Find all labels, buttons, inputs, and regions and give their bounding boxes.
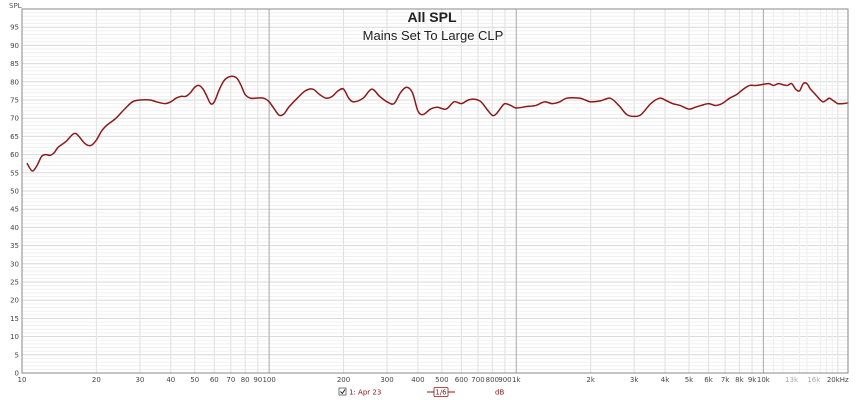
- x-tick-label: 300: [380, 376, 393, 384]
- x-tick-label: 6k: [704, 376, 713, 384]
- x-tick-label: 20kHz: [827, 376, 849, 384]
- x-tick-label: 4k: [661, 376, 670, 384]
- y-tick-label: 30: [10, 260, 19, 268]
- x-tick-label: 50: [190, 376, 199, 384]
- y-tick-label: 15: [10, 315, 19, 323]
- x-tick-label: 5k: [685, 376, 694, 384]
- legend: 1: Apr 23 1/6 dB: [338, 387, 504, 397]
- x-tick-label: 10: [18, 376, 27, 384]
- x-tick-label: 10k: [757, 376, 771, 384]
- smoothing-button[interactable]: [433, 387, 449, 397]
- x-tick-label: 60: [210, 376, 219, 384]
- x-tick-label: 9k: [748, 376, 757, 384]
- y-tick-label: 80: [10, 78, 19, 86]
- unit-label: dB: [495, 389, 504, 397]
- y-tick-label: 45: [10, 206, 19, 214]
- x-tick-label: 30: [135, 376, 144, 384]
- y-tick-label: 20: [10, 297, 19, 305]
- x-tick-label: 7k: [721, 376, 730, 384]
- x-tick-label: 100: [262, 376, 275, 384]
- x-tick-label: 500: [435, 376, 448, 384]
- x-tick-label: 400: [411, 376, 424, 384]
- legend-checkbox[interactable]: [338, 387, 347, 396]
- x-tick-label: 200: [337, 376, 350, 384]
- x-tick-label: 3k: [630, 376, 639, 384]
- y-tick-label: 95: [10, 24, 19, 32]
- x-tick-label: 90: [253, 376, 262, 384]
- smoothing-label: 1/6: [435, 389, 447, 397]
- checkmark-icon: [340, 389, 346, 395]
- y-tick-label: 70: [10, 115, 19, 123]
- y-tick-label: 25: [10, 279, 19, 287]
- x-tick-label: 2k: [586, 376, 595, 384]
- x-tick-label: 16k: [807, 376, 821, 384]
- y-tick-label: 5: [15, 351, 19, 359]
- x-tick-label: 70: [226, 376, 235, 384]
- series-line: [26, 75, 849, 172]
- y-tick-label: 65: [10, 133, 19, 141]
- y-tick-label: 0: [15, 370, 19, 378]
- y-tick-label: 85: [10, 60, 19, 68]
- y-tick-label: 60: [10, 151, 19, 159]
- y-tick-label: 40: [10, 224, 19, 232]
- chart-subtitle: Mains Set To Large CLP: [363, 28, 504, 43]
- y-axis-label: SPL: [9, 2, 22, 10]
- x-tick-label: 80: [241, 376, 250, 384]
- legend-entry-label: 1: Apr 23: [349, 389, 381, 397]
- y-tick-label: 35: [10, 242, 19, 250]
- y-tick-label: 75: [10, 97, 19, 105]
- y-tick-label: 55: [10, 169, 19, 177]
- chart-title: All SPL: [407, 9, 456, 25]
- x-tick-label: 13k: [785, 376, 799, 384]
- x-tick-label: 40: [166, 376, 175, 384]
- x-tick-label: 600: [455, 376, 468, 384]
- y-tick-label: 10: [10, 333, 19, 341]
- x-tick-label: 8k: [735, 376, 744, 384]
- x-tick-label: 700: [471, 376, 484, 384]
- x-tick-label: 1k: [512, 376, 521, 384]
- x-tick-label: 800: [486, 376, 499, 384]
- x-tick-label: 20: [92, 376, 101, 384]
- x-tick-label: 900: [498, 376, 511, 384]
- y-tick-label: 90: [10, 42, 19, 50]
- y-tick-label: 50: [10, 188, 19, 196]
